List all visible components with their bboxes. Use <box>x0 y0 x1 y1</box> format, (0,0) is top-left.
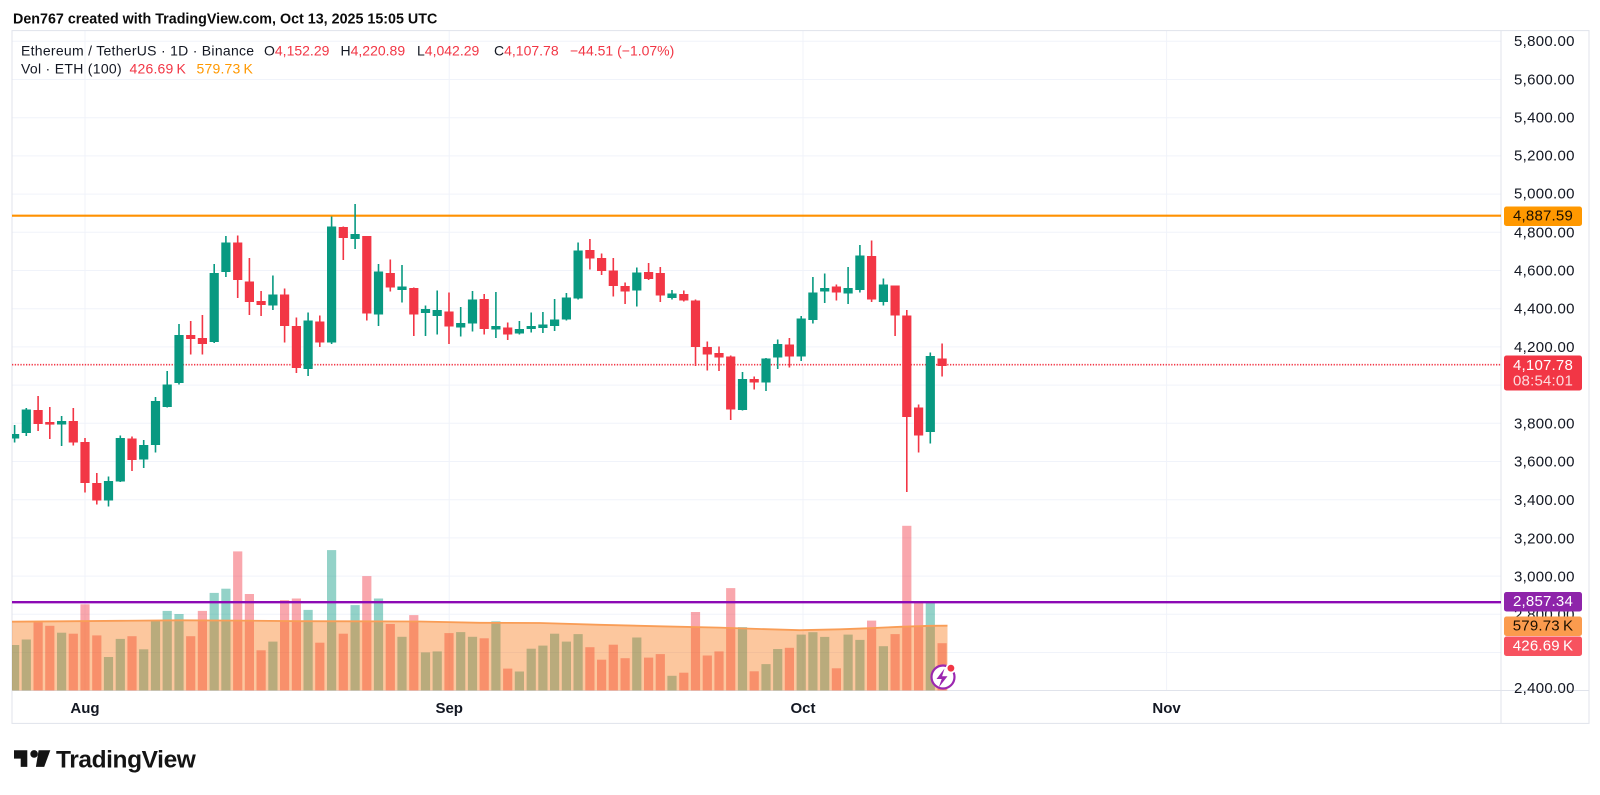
svg-text:3,200.00: 3,200.00 <box>1514 531 1575 548</box>
svg-text:5,600.00: 5,600.00 <box>1514 72 1575 89</box>
svg-text:4,600.00: 4,600.00 <box>1514 263 1575 280</box>
svg-text:O4,152.29: O4,152.29 <box>264 43 330 59</box>
svg-text:H4,220.89: H4,220.89 <box>341 43 406 59</box>
svg-text:3,600.00: 3,600.00 <box>1514 454 1575 471</box>
svg-text:Den767 created with TradingVie: Den767 created with TradingView.com, Oct… <box>13 12 437 28</box>
svg-text:Sep: Sep <box>435 700 463 717</box>
svg-text:426.69 K: 426.69 K <box>130 61 187 77</box>
svg-text:Nov: Nov <box>1152 700 1181 717</box>
svg-text:5,200.00: 5,200.00 <box>1514 148 1575 165</box>
svg-text:5,000.00: 5,000.00 <box>1514 186 1575 203</box>
svg-text:5,400.00: 5,400.00 <box>1514 110 1575 127</box>
svg-text:L4,042.29: L4,042.29 <box>417 43 480 59</box>
svg-text:Aug: Aug <box>70 700 99 717</box>
svg-text:2,400.00: 2,400.00 <box>1514 680 1575 697</box>
svg-text:TradingView: TradingView <box>56 747 197 774</box>
svg-text:Oct: Oct <box>790 700 815 717</box>
svg-text:426.69 K: 426.69 K <box>1513 638 1574 655</box>
svg-text:Ethereum / TetherUS · 1D · Bin: Ethereum / TetherUS · 1D · Binance <box>21 43 254 59</box>
svg-text:3,400.00: 3,400.00 <box>1514 492 1575 509</box>
svg-text:4,400.00: 4,400.00 <box>1514 301 1575 318</box>
svg-text:C4,107.78: C4,107.78 <box>494 43 559 59</box>
svg-text:4,800.00: 4,800.00 <box>1514 225 1575 242</box>
svg-text:Vol · ETH (100): Vol · ETH (100) <box>21 61 122 77</box>
svg-text:2,857.34: 2,857.34 <box>1513 593 1573 610</box>
svg-text:5,800.00: 5,800.00 <box>1514 33 1575 50</box>
svg-text:579.73 K: 579.73 K <box>1513 618 1574 635</box>
svg-text:3,800.00: 3,800.00 <box>1514 416 1575 433</box>
svg-text:−44.51 (−1.07%): −44.51 (−1.07%) <box>570 43 674 59</box>
svg-text:3,000.00: 3,000.00 <box>1514 569 1575 586</box>
svg-text:08:54:01: 08:54:01 <box>1513 373 1573 390</box>
svg-text:4,200.00: 4,200.00 <box>1514 339 1575 356</box>
svg-text:4,887.59: 4,887.59 <box>1513 208 1573 225</box>
svg-text:579.73 K: 579.73 K <box>197 61 254 77</box>
svg-text:4,107.78: 4,107.78 <box>1513 357 1573 374</box>
